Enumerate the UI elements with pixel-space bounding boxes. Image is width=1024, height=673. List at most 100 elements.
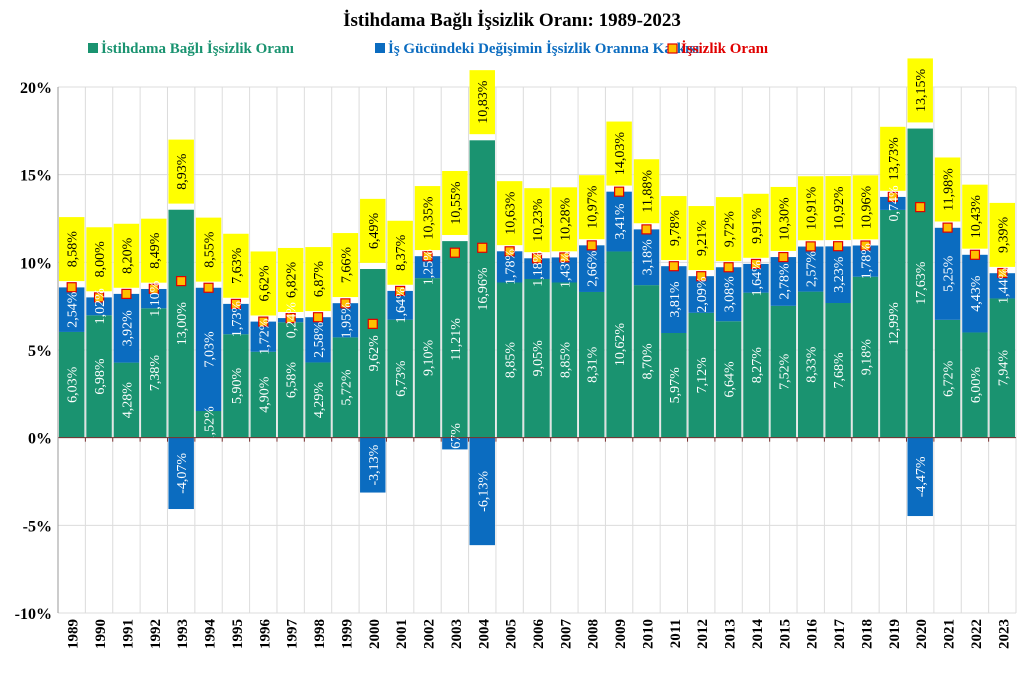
- x-tick-label: 2011: [668, 619, 684, 648]
- x-tick-label: 2013: [723, 619, 739, 649]
- marker-unemployment-2018: [860, 240, 871, 251]
- marker-unemployment-1998: [312, 312, 324, 323]
- employment-label-1990: 6,98%: [93, 358, 108, 395]
- total-label-2010: 11,88%: [640, 170, 655, 213]
- bar-laborforce-2009: [606, 191, 632, 252]
- laborforce-label-1995: 1,73%: [230, 301, 245, 338]
- legend-label-1: İş Gücündeki Değişimin İşsizlik Oranına …: [388, 40, 699, 57]
- employment-label-2012: 7,12%: [695, 357, 710, 394]
- total-label-bg-2010: [633, 159, 660, 224]
- total-label-bg-2011: [661, 196, 687, 261]
- bar-employment-2004: [469, 140, 495, 438]
- total-label-2020: 13,15%: [914, 69, 929, 113]
- laborforce-label-2011: 3,81%: [668, 281, 683, 318]
- total-label-2022: 10,43%: [969, 195, 984, 239]
- laborforce-label-1999: 1,95%: [339, 302, 354, 339]
- employment-label-2016: 8,33%: [805, 346, 820, 383]
- total-label-bg-2022: [962, 184, 988, 249]
- total-label-2009: 14,03%: [613, 132, 628, 176]
- total-label-bg-2007: [551, 187, 578, 252]
- bar-laborforce-2002: [414, 256, 441, 279]
- employment-label-2013: 6,64%: [723, 361, 738, 398]
- total-label-bg-1996: [250, 251, 277, 316]
- x-tick-label: 2022: [969, 619, 985, 649]
- bar-laborforce-2018: [852, 245, 879, 277]
- laborforce-label-2021: 5,25%: [942, 255, 957, 292]
- x-tick-label: 1991: [120, 619, 136, 649]
- total-label-2013: 9,72%: [723, 211, 738, 248]
- bar-employment-2001: [387, 319, 413, 438]
- marker-unemployment-2020: [915, 202, 926, 213]
- bar-laborforce-2021: [934, 227, 961, 320]
- laborforce-label-2006: 1,18%: [531, 250, 546, 287]
- bar-employment-2017: [825, 303, 851, 438]
- x-tick-label: 2006: [531, 619, 547, 650]
- bar-laborforce-2006: [524, 258, 550, 279]
- total-label-2001: 8,37%: [394, 234, 409, 270]
- employment-label-2014: 8,27%: [750, 347, 765, 384]
- x-tick-label: 2014: [750, 619, 766, 650]
- x-tick-label: 1998: [312, 619, 328, 649]
- marker-unemployment-2003: [449, 247, 460, 258]
- marker-unemployment-2013: [723, 262, 734, 273]
- bar-laborforce-1999: [332, 303, 359, 338]
- employment-label-2021: 6,72%: [942, 360, 957, 397]
- marker-unemployment-2006: [531, 253, 543, 264]
- marker-unemployment-2019: [887, 191, 898, 203]
- laborforce-label-2010: 3,18%: [640, 239, 655, 276]
- bar-laborforce-2003: [442, 437, 468, 450]
- bar-laborforce-2013: [715, 267, 742, 322]
- total-label-bg-2008: [579, 175, 605, 240]
- x-tick-label: 2003: [449, 619, 465, 649]
- total-label-1995: 7,63%: [230, 247, 245, 283]
- total-label-1993: 8,93%: [175, 153, 190, 190]
- laborforce-label-2016: 2,57%: [805, 251, 820, 288]
- employment-label-1999: 5,72%: [339, 369, 354, 406]
- laborforce-label-1994: 7,03%: [203, 331, 218, 368]
- marker-unemployment-1991: [121, 288, 132, 299]
- marker-unemployment-2005: [504, 246, 515, 257]
- bar-employment-2009: [606, 251, 632, 438]
- marker-unemployment-1994: [203, 282, 214, 293]
- x-tick-label: 2008: [586, 619, 602, 649]
- bar-employment-2010: [633, 285, 660, 438]
- laborforce-label-1992: 1,10%: [148, 280, 163, 317]
- employment-label-2006: 9,05%: [531, 340, 546, 377]
- total-label-bg-2015: [770, 186, 797, 251]
- bar-employment-1989: [58, 331, 85, 438]
- employment-label-2007: 8,85%: [558, 342, 573, 379]
- bar-laborforce-2019: [880, 196, 906, 210]
- total-label-2008: 10,97%: [586, 185, 601, 229]
- marker-unemployment-2023: [997, 267, 1008, 279]
- bar-employment-2022: [962, 332, 988, 438]
- bar-laborforce-1993: [168, 437, 194, 510]
- y-tick-label: 10%: [20, 255, 52, 272]
- laborforce-label-2003: -0,67%: [449, 423, 464, 464]
- x-tick-label: 2000: [367, 619, 383, 649]
- bar-employment-2000: [360, 268, 386, 438]
- laborforce-label-2013: 3,08%: [723, 276, 738, 313]
- employment-label-1992: 7,38%: [148, 355, 163, 392]
- x-tick-label: 1992: [148, 619, 164, 649]
- employment-label-2008: 8,31%: [586, 346, 601, 383]
- marker-unemployment-1990: [93, 292, 105, 303]
- total-label-1994: 8,55%: [203, 231, 218, 268]
- employment-label-2023: 7,94%: [996, 350, 1011, 387]
- x-tick-label: 2002: [422, 619, 438, 649]
- laborforce-label-1991: 3,92%: [120, 310, 135, 347]
- bar-laborforce-2000: [360, 437, 386, 493]
- x-tick-label: 2016: [805, 619, 821, 650]
- bar-employment-2008: [579, 291, 605, 438]
- x-tick-label: 2023: [996, 619, 1012, 649]
- employment-label-1993: 13,00%: [175, 302, 190, 346]
- x-tick-label: 1999: [339, 619, 355, 649]
- total-label-bg-1993: [168, 139, 194, 204]
- total-label-1989: 8,58%: [66, 231, 81, 268]
- total-label-bg-2019: [880, 126, 906, 191]
- total-label-2006: 10,23%: [531, 198, 546, 242]
- total-label-2021: 11,98%: [942, 168, 957, 211]
- marker-unemployment-1995: [230, 298, 242, 309]
- x-tick-label: 2012: [695, 619, 711, 649]
- marker-unemployment-2012: [696, 271, 707, 282]
